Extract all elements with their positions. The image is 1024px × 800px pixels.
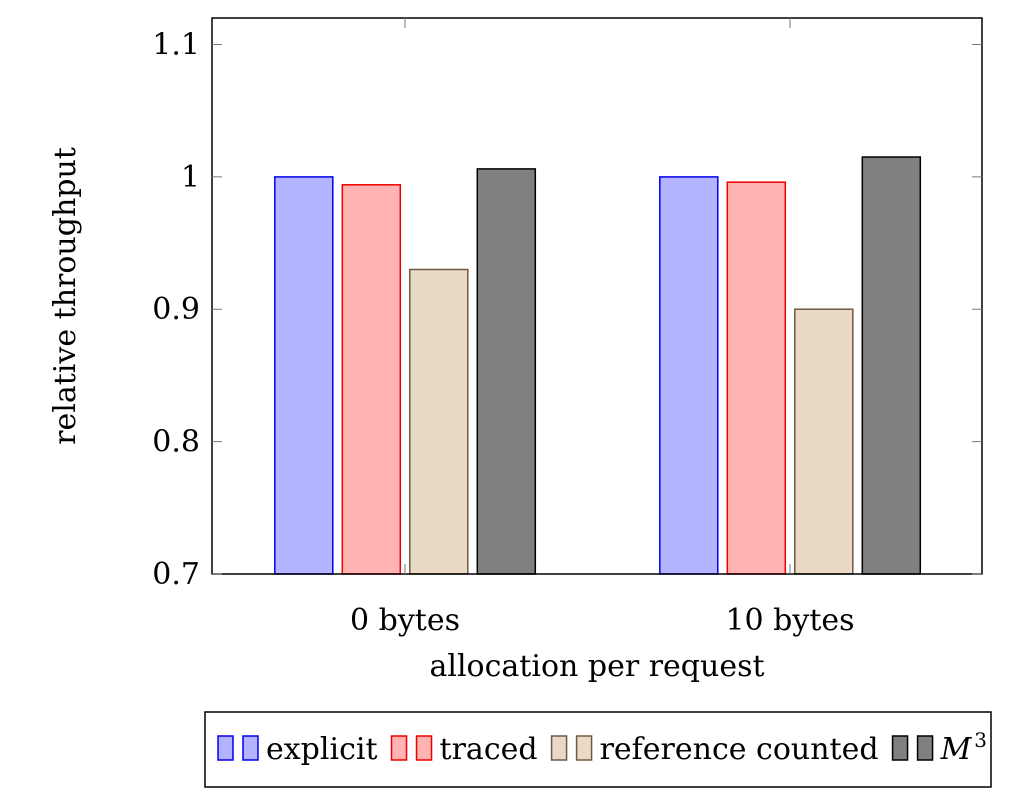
bar-reference-counted-10-bytes bbox=[794, 308, 854, 575]
y-tick-label: 1.1 bbox=[152, 27, 200, 62]
axis-ticks bbox=[212, 18, 982, 575]
bar-explicit-0-bytes bbox=[274, 176, 334, 575]
y-tick-label: 0.8 bbox=[152, 425, 200, 460]
bar-reference-counted-0-bytes bbox=[409, 268, 469, 575]
legend-swatch-traced bbox=[390, 735, 408, 761]
legend-swatch-reference-counted bbox=[550, 735, 568, 761]
legend-label-superscript: 3 bbox=[974, 728, 987, 752]
legend-label-traced: traced bbox=[440, 732, 538, 767]
bar-traced-10-bytes bbox=[726, 181, 787, 575]
bar-m--0-bytes bbox=[476, 168, 537, 575]
y-tick-label: 1 bbox=[181, 160, 200, 195]
legend-swatch-reference-counted-2 bbox=[575, 735, 593, 761]
legend-swatch-m- bbox=[891, 735, 909, 761]
plot-area-frame bbox=[211, 17, 983, 575]
legend-swatch-explicit-2 bbox=[242, 735, 259, 761]
legend: explicit traced reference counted M 3 bbox=[204, 711, 992, 788]
legend-swatch-explicit bbox=[217, 735, 234, 761]
bar-m--10-bytes bbox=[861, 156, 922, 575]
bar-explicit-10-bytes bbox=[659, 176, 719, 575]
y-axis-label: relative throughput bbox=[48, 147, 83, 445]
legend-swatch-traced-2 bbox=[415, 735, 433, 761]
y-tick-label: 0.7 bbox=[152, 557, 200, 592]
legend-label-base: M bbox=[940, 732, 973, 767]
y-tick-label: 0.9 bbox=[152, 292, 200, 327]
bars-layer bbox=[274, 156, 922, 575]
x-axis-label: allocation per request bbox=[429, 649, 764, 684]
legend-label-explicit: explicit bbox=[266, 732, 378, 767]
legend-box bbox=[204, 711, 992, 788]
axis-tick-labels: 0.7 0.8 0.9 1 1.1 0 bytes 10 bytes bbox=[152, 27, 854, 638]
legend-label-reference-counted: reference counted bbox=[600, 732, 879, 767]
x-tick-label: 10 bytes bbox=[725, 603, 854, 638]
bar-traced-0-bytes bbox=[341, 184, 402, 575]
x-tick-label: 0 bytes bbox=[350, 603, 460, 638]
legend-swatch-m--2 bbox=[916, 735, 934, 761]
